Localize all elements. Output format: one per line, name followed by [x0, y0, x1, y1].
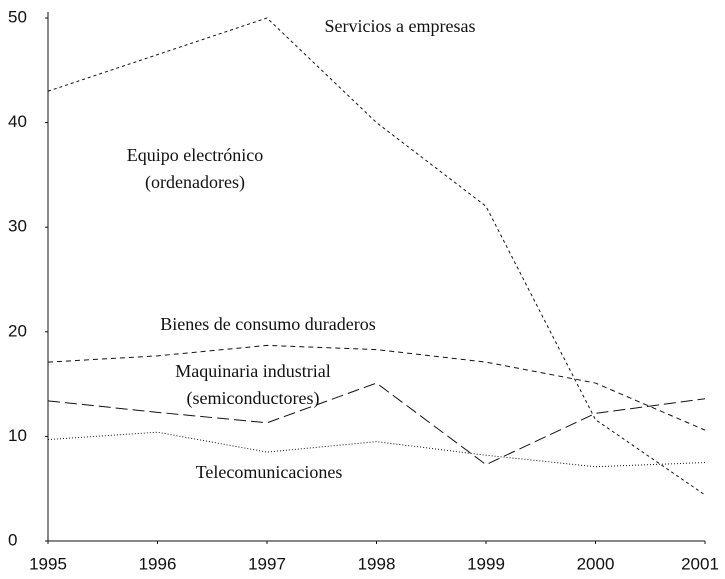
x-tick-label: 1998	[358, 554, 396, 573]
y-tick-label: 50	[8, 7, 27, 26]
annotation: Bienes de consumo duraderos	[160, 314, 375, 334]
x-tick-label: 1996	[139, 554, 177, 573]
annotation: Equipo electrónico	[127, 145, 263, 165]
y-tick-label: 30	[8, 217, 27, 236]
annotation: (ordenadores)	[145, 172, 245, 193]
series-line	[47, 431, 706, 468]
x-tick-label: 2000	[577, 554, 615, 573]
annotation: Telecomunicaciones	[196, 462, 343, 482]
x-tick-label: 1995	[29, 554, 67, 573]
y-tick-label: 10	[8, 426, 27, 445]
x-tick-label: 1997	[248, 554, 286, 573]
y-tick-label: 40	[8, 112, 27, 131]
series-line	[47, 344, 706, 431]
x-tick-label: 2001	[681, 554, 719, 573]
y-tick-label: 0	[8, 530, 17, 549]
annotation: (semiconductores)	[187, 388, 320, 409]
x-tick-label: 1999	[467, 554, 505, 573]
series-line	[47, 17, 706, 496]
y-tick-label: 20	[8, 321, 27, 340]
annotation: Servicios a empresas	[325, 16, 476, 36]
annotation: Maquinaria industrial	[175, 361, 330, 381]
series-line	[47, 382, 706, 466]
